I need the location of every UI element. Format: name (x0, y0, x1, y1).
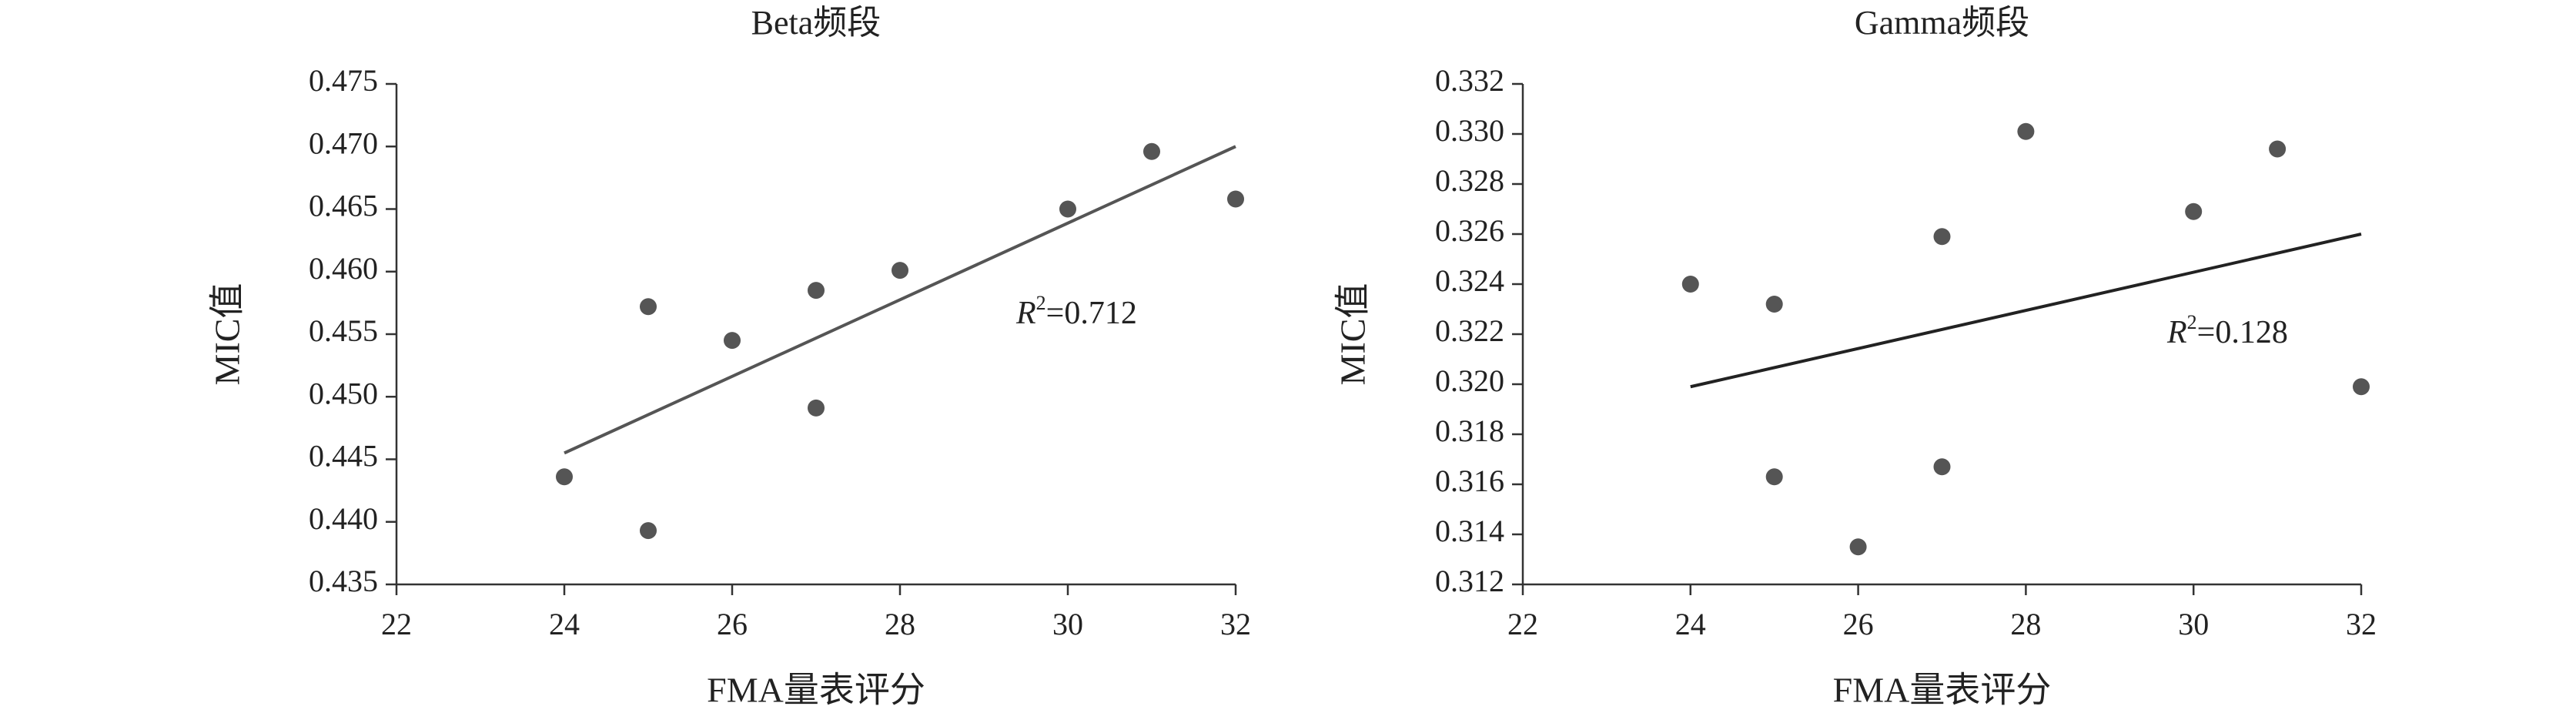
trend-line (1690, 233, 2362, 389)
annotation-superscript: 2 (1036, 292, 1046, 314)
data-point (808, 282, 825, 300)
annotation-symbol: R (2166, 315, 2187, 350)
y-tick-label: 0.455 (309, 313, 378, 348)
x-tick-label: 24 (1675, 607, 1706, 641)
data-point (1143, 142, 1160, 160)
data-point (2185, 203, 2203, 220)
data-point (1681, 276, 1699, 293)
data-point (1765, 296, 1783, 313)
data-point (1849, 538, 1867, 556)
data-point (2269, 140, 2287, 158)
data-point (1227, 190, 1244, 208)
y-axis-label: MIC值 (1333, 283, 1373, 386)
annotation-symbol: R (1015, 296, 1036, 331)
x-tick-label: 30 (1052, 607, 1083, 641)
y-tick-label: 0.440 (309, 501, 378, 536)
x-tick-label: 26 (717, 607, 748, 641)
y-tick-label: 0.332 (1435, 63, 1504, 98)
data-point (2353, 378, 2370, 396)
annotation: R2=0.712 (1015, 292, 1137, 331)
data-point (724, 332, 741, 350)
x-axis-label: FMA量表评分 (707, 671, 925, 710)
x-axis-label: FMA量表评分 (1833, 671, 2052, 710)
trend-line (564, 145, 1236, 455)
data-point (556, 468, 573, 486)
x-tick-label: 32 (2346, 607, 2377, 641)
data-point (1933, 458, 1951, 476)
y-tick-label: 0.465 (309, 189, 378, 223)
data-point (640, 298, 657, 316)
x-tick-label: 28 (885, 607, 915, 641)
y-axis-label: MIC值 (208, 283, 247, 386)
data-point (1765, 468, 1783, 486)
x-tick-label: 32 (1220, 607, 1251, 641)
y-tick-label: 0.328 (1435, 163, 1504, 198)
y-tick-label: 0.318 (1435, 413, 1504, 448)
y-tick-label: 0.460 (309, 251, 378, 286)
y-tick-label: 0.322 (1435, 313, 1504, 348)
y-tick-label: 0.445 (309, 439, 378, 474)
data-point (640, 522, 657, 540)
annotation-text: =0.128 (2197, 315, 2288, 350)
y-tick-label: 0.435 (309, 564, 378, 598)
y-tick-label: 0.326 (1435, 213, 1504, 248)
y-tick-label: 0.475 (309, 63, 378, 98)
data-point (892, 262, 908, 279)
x-tick-label: 28 (2010, 607, 2041, 641)
x-tick-label: 30 (2178, 607, 2209, 641)
y-tick-label: 0.324 (1435, 263, 1504, 298)
chart-title: Beta频段 (751, 4, 882, 42)
data-point (2017, 122, 2035, 140)
y-tick-label: 0.470 (309, 126, 378, 160)
y-tick-label: 0.312 (1435, 564, 1504, 598)
annotation-superscript: 2 (2187, 311, 2197, 333)
data-point (1059, 200, 1076, 218)
y-tick-label: 0.450 (309, 376, 378, 410)
data-point (1933, 228, 1951, 246)
x-tick-label: 22 (381, 607, 412, 641)
annotation-text: =0.712 (1046, 296, 1137, 331)
y-tick-label: 0.316 (1435, 464, 1504, 498)
annotation: R2=0.128 (2166, 311, 2288, 350)
y-tick-label: 0.330 (1435, 113, 1504, 148)
data-point (808, 399, 825, 417)
chart-title: Gamma频段 (1855, 4, 2029, 42)
y-tick-label: 0.314 (1435, 514, 1504, 548)
x-tick-label: 22 (1507, 607, 1538, 641)
x-tick-label: 26 (1843, 607, 1874, 641)
y-tick-label: 0.320 (1435, 363, 1504, 398)
x-tick-label: 24 (549, 607, 580, 641)
